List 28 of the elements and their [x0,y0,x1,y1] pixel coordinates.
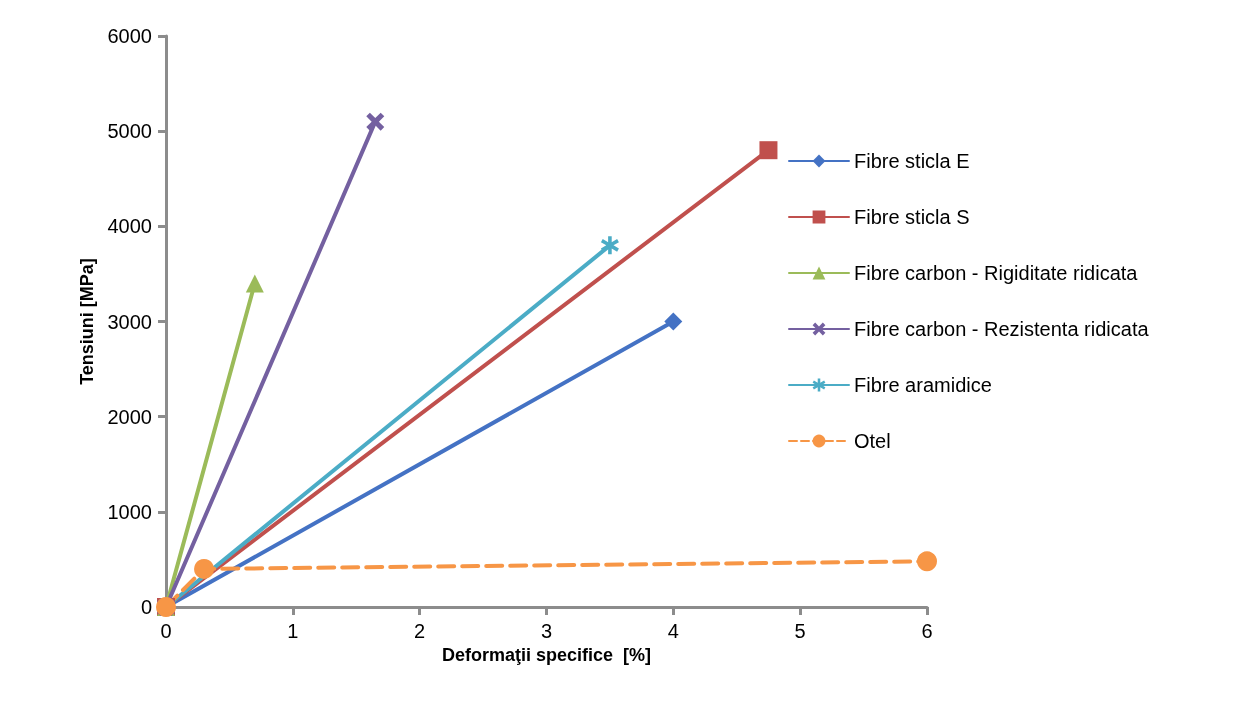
x-tick-label: 0 [160,620,172,642]
y-tick-label: 0 [140,596,152,618]
point [917,551,937,572]
y-tick-label: 2000 [107,405,152,428]
x-tick-label: 6 [921,620,933,642]
y-axis-title: Tensiuni [MPa] [77,258,97,385]
legend-label: Fibre carbon - Rigiditate ridicata [854,262,1139,284]
x-axis-title: Deformaţii specifice [%] [441,644,652,665]
y-tick-label: 1000 [107,500,152,523]
x-tick-label: 2 [414,620,426,642]
point [194,558,215,579]
x-tick-label: 4 [667,620,679,642]
point [366,112,385,131]
y-tick-label: 5000 [107,120,152,143]
point [759,141,778,160]
y-tick-label: 3000 [107,310,152,333]
legend-label: Fibre aramidice [854,374,992,396]
x-tick-label: 3 [540,620,553,642]
legend-label: Otel [854,430,891,452]
point [600,236,619,255]
legend-label: Fibre carbon - Rezistenta ridicata [854,318,1150,340]
x-tick-label: 5 [794,620,806,642]
x-tick-label: 1 [287,620,299,642]
y-tick-label: 6000 [107,25,152,47]
legend-label: Fibre sticla S [854,206,970,228]
y-tick-label: 4000 [107,215,152,238]
legend-label: Fibre sticla E [854,150,970,172]
point [664,312,683,331]
